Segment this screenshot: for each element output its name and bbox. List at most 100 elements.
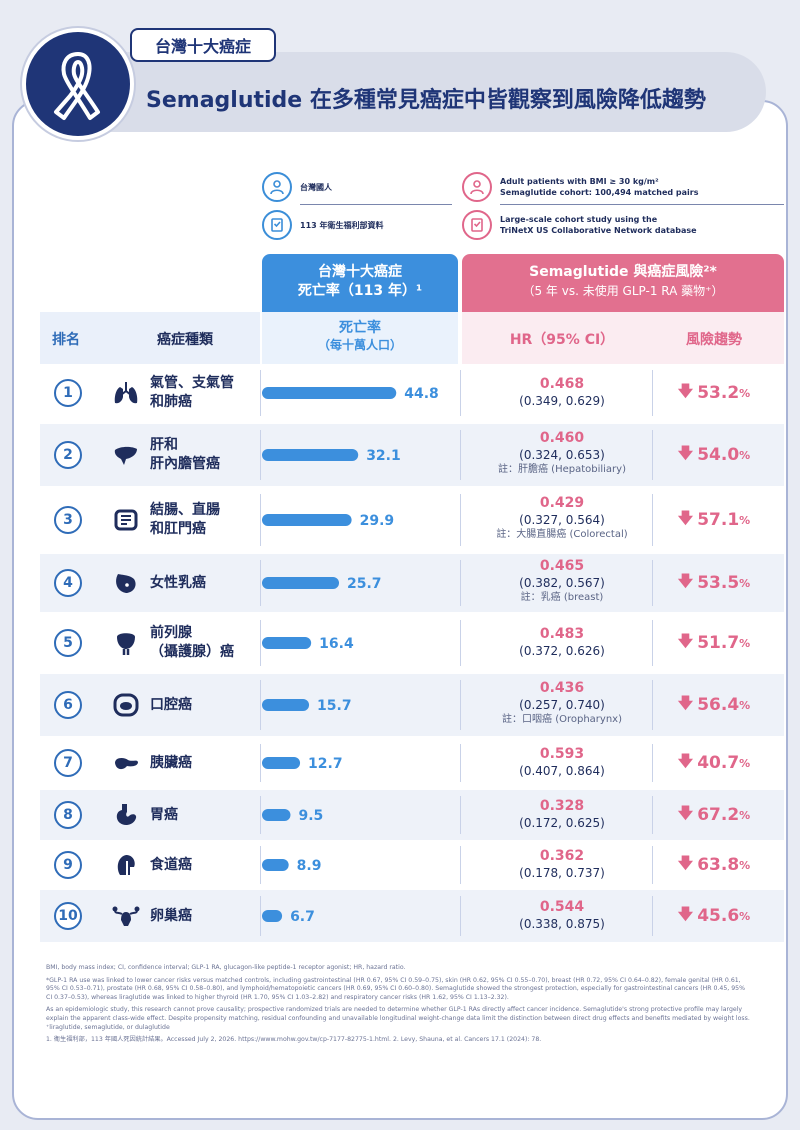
mortality-bar (262, 859, 289, 871)
category-tag: 台灣十大癌症 (130, 28, 276, 62)
cancer-name: 結腸、直腸 和肛門癌 (150, 502, 220, 537)
bar-value-label: 44.8 (404, 386, 439, 402)
rank-badge: 2 (54, 441, 82, 469)
header-band (24, 52, 766, 132)
cancer-name: 胃癌 (150, 806, 178, 823)
table-row: 7 胰臟癌 0.593 (0.407, 0.864) 🡇 40.7% (40, 738, 784, 788)
arrow-down-icon: 🡇 (677, 853, 694, 872)
table-row: 4 女性乳癌 0.465 (0.382, 0.567) 註：乳癌 (breast… (40, 554, 784, 612)
col-rank: 排名 (52, 332, 80, 348)
liver-icon (114, 446, 137, 465)
arrow-down-icon: 🡇 (677, 631, 694, 650)
hazard-ratio: 0.483 (0.372, 0.626) (519, 626, 605, 658)
rank-badge: 4 (54, 569, 82, 597)
cancer-name: 食道癌 (150, 856, 192, 873)
cancer-name: 女性乳癌 (150, 574, 206, 591)
cancer-name: 卵巢癌 (150, 907, 192, 924)
mortality-bar (262, 387, 397, 399)
bar-value-label: 32.1 (366, 448, 401, 464)
hazard-ratio: 0.328 (0.172, 0.625) (519, 798, 605, 830)
logo-badge (22, 28, 134, 140)
document-icon (462, 210, 492, 240)
rank-badge: 7 (54, 749, 82, 777)
page-title: Semaglutide 在多種常見癌症中皆觀察到風險降低趨勢 (146, 88, 706, 113)
hazard-ratio: 0.362 (0.178, 0.737) (519, 848, 605, 880)
arrow-down-icon: 🡇 (677, 571, 694, 590)
ovary-icon (112, 906, 140, 926)
table-row: 9 食道癌 0.362 (0.178, 0.737) 🡇 63.8% (40, 840, 784, 890)
mortality-bar (262, 757, 301, 769)
risk-trend: 🡇 63.8% (654, 854, 774, 876)
mortality-bar (262, 809, 291, 821)
rank-badge: 1 (54, 379, 82, 407)
hazard-ratio: 0.544 (0.338, 0.875) (519, 899, 605, 931)
col-type: 癌症種類 (157, 332, 213, 348)
risk-trend: 🡇 56.4% (654, 694, 774, 716)
table-row: 5 前列腺 （攝護腺）癌 0.483 (0.372, 0.626) 🡇 51.7… (40, 614, 784, 672)
table-row: 6 口腔癌 0.436 (0.257, 0.740) 註：口咽癌 (Oropha… (40, 674, 784, 736)
pancreas-icon (115, 758, 138, 770)
rank-badge: 8 (54, 801, 82, 829)
stomach-icon (116, 804, 137, 826)
table-row: 2 肝和 肝內膽管癌 0.460 (0.324, 0.653) 註：肝膽癌 (H… (40, 424, 784, 486)
column-header-row: 排名 癌症種類 死亡率 （每十萬人口） HR（95% CI） 風險趨勢 (40, 312, 784, 364)
cancer-name: 氣管、支氣管 和肺癌 (150, 375, 234, 410)
table-row: 10 卵巢癌 0.544 (0.338, 0.875) 🡇 45.6% (40, 890, 784, 942)
hazard-ratio: 0.465 (0.382, 0.567) 註：乳癌 (breast) (519, 558, 605, 603)
table-row: 8 胃癌 0.328 (0.172, 0.625) 🡇 67.2% (40, 790, 784, 840)
divider (500, 204, 784, 205)
table-row: 1 氣管、支氣管 和肺癌 0.468 (0.349, 0.629) 🡇 53.2… (40, 364, 784, 422)
info-study: Large-scale cohort study using the TriNe… (462, 210, 697, 240)
cancer-name: 胰臟癌 (150, 754, 192, 771)
bar-value-label: 25.7 (347, 576, 382, 592)
bar-value-label: 9.5 (298, 808, 323, 824)
mortality-bar (262, 699, 310, 711)
divider (300, 204, 452, 205)
mortality-bar (262, 514, 352, 526)
arrow-down-icon: 🡇 (677, 904, 694, 923)
mortality-bar (262, 449, 359, 461)
bar-value-label: 29.9 (360, 513, 395, 529)
risk-trend: 🡇 57.1% (654, 509, 774, 531)
mortality-bar-chart: 44.8 32.1 29.9 25.7 16.4 15.7 12.7 9.5 8.9 6.7 (262, 386, 439, 925)
col-rate: 死亡率 （每十萬人口） (317, 320, 402, 352)
person-icon (462, 172, 492, 202)
rank-badge: 9 (54, 851, 82, 879)
bar-value-label: 16.4 (319, 636, 354, 652)
footnotes: BMI, body mass index; CI, confidence int… (46, 964, 750, 1044)
rank-badge: 10 (54, 902, 82, 930)
mortality-bar (262, 577, 340, 589)
mouth-icon (113, 693, 139, 717)
info-source: 113 年衛生福利部資料 (262, 210, 383, 240)
arrow-down-icon: 🡇 (677, 381, 694, 400)
risk-trend: 🡇 54.0% (654, 444, 774, 466)
risk-trend: 🡇 53.2% (654, 382, 774, 404)
breast-icon (116, 574, 136, 593)
risk-trend: 🡇 51.7% (654, 632, 774, 654)
arrow-down-icon: 🡇 (677, 508, 694, 527)
cancer-name: 前列腺 （攝護腺）癌 (150, 625, 234, 660)
info-population: 台灣國人 (262, 172, 332, 202)
col-hr: HR（95% CI） (509, 332, 615, 348)
risk-trend: 🡇 53.5% (654, 572, 774, 594)
hazard-ratio: 0.593 (0.407, 0.864) (519, 746, 605, 778)
arrow-down-icon: 🡇 (677, 693, 694, 712)
mortality-bar (262, 637, 312, 649)
bar-value-label: 12.7 (308, 756, 343, 772)
document-icon (262, 210, 292, 240)
hazard-ratio: 0.460 (0.324, 0.653) 註：肝膽癌 (Hepatobiliar… (497, 430, 626, 475)
rank-badge: 3 (54, 506, 82, 534)
cancer-name: 口腔癌 (150, 696, 192, 713)
hazard-ratio: 0.436 (0.257, 0.740) 註：口咽癌 (Oropharynx) (502, 680, 622, 725)
rank-badge: 5 (54, 629, 82, 657)
bar-value-label: 8.9 (297, 858, 322, 874)
arrow-down-icon: 🡇 (677, 751, 694, 770)
person-icon (262, 172, 292, 202)
risk-trend: 🡇 67.2% (654, 804, 774, 826)
arrow-down-icon: 🡇 (677, 803, 694, 822)
lungs-icon (114, 382, 138, 404)
hazard-ratio: 0.468 (0.349, 0.629) (519, 376, 605, 408)
esophagus-icon (117, 855, 135, 875)
risk-trend: 🡇 40.7% (654, 752, 774, 774)
info-cohort: Adult patients with BMI ≥ 30 kg/m² Semag… (462, 172, 699, 202)
